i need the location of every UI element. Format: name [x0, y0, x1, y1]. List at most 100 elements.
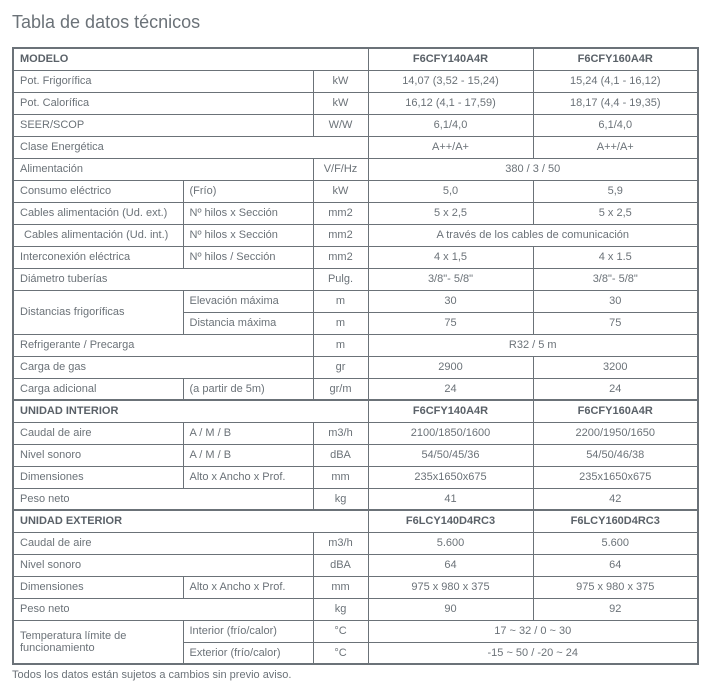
row-unit: mm2	[313, 246, 368, 268]
row-val1: 3/8"- 5/8"	[368, 268, 533, 290]
row-unit: W/W	[313, 114, 368, 136]
row-val2: 3200	[533, 356, 698, 378]
row-val2: A++/A+	[533, 136, 698, 158]
row-unit: gr	[313, 356, 368, 378]
row-label: Carga de gas	[13, 356, 313, 378]
row-valmerged: A través de los cables de comunicación	[368, 224, 698, 246]
row-val1: 5,0	[368, 180, 533, 202]
row-val2: 5.600	[533, 532, 698, 554]
row-sub: Nº hilos x Sección	[183, 224, 313, 246]
row-val1: 975 x 980 x 375	[368, 576, 533, 598]
row-sub: (a partir de 5m)	[183, 378, 313, 400]
row-val2: 3/8"- 5/8"	[533, 268, 698, 290]
row-valmerged: 380 / 3 / 50	[368, 158, 698, 180]
row-valmerged: -15 ~ 50 / -20 ~ 24	[368, 642, 698, 664]
row-unit: mm2	[313, 224, 368, 246]
row-unit: kW	[313, 92, 368, 114]
row-sub: Alto x Ancho x Prof.	[183, 466, 313, 488]
row-val1: 90	[368, 598, 533, 620]
row-val2: 75	[533, 312, 698, 334]
row-unit: mm	[313, 576, 368, 598]
row-sub: Elevación máxima	[183, 290, 313, 312]
row-label: SEER/SCOP	[13, 114, 313, 136]
row-val2: 42	[533, 488, 698, 510]
row-val2: 92	[533, 598, 698, 620]
row-sub: Distancia máxima	[183, 312, 313, 334]
row-val1: A++/A+	[368, 136, 533, 158]
row-label: Pot. Frigorífica	[13, 70, 313, 92]
row-label: Pot. Calorífica	[13, 92, 313, 114]
row-val1: 24	[368, 378, 533, 400]
row-unit: Pulg.	[313, 268, 368, 290]
row-val1: 16,12 (4,1 - 17,59)	[368, 92, 533, 114]
header-col1: F6CFY140A4R	[368, 48, 533, 70]
row-sub: A / M / B	[183, 422, 313, 444]
exterior-col2-link[interactable]: F6LCY160D4RC3	[533, 510, 698, 532]
row-label: Diámetro tuberías	[13, 268, 313, 290]
row-val1: 2100/1850/1600	[368, 422, 533, 444]
row-label: Nivel sonoro	[13, 554, 313, 576]
row-unit: dBA	[313, 554, 368, 576]
specs-table: MODELO F6CFY140A4R F6CFY160A4R Pot. Frig…	[12, 47, 699, 665]
row-label: Consumo eléctrico	[13, 180, 183, 202]
interior-col1: F6CFY140A4R	[368, 400, 533, 422]
footnote: Todos los datos están sujetos a cambios …	[12, 669, 699, 681]
row-label: Dimensiones	[13, 466, 183, 488]
row-label: Nivel sonoro	[13, 444, 183, 466]
row-val1: 5 x 2,5	[368, 202, 533, 224]
row-label: Caudal de aire	[13, 532, 313, 554]
row-unit: m	[313, 290, 368, 312]
row-sub: (Frío)	[183, 180, 313, 202]
row-unit: mm2	[313, 202, 368, 224]
row-unit: kg	[313, 488, 368, 510]
row-unit: kg	[313, 598, 368, 620]
row-sub: Alto x Ancho x Prof.	[183, 576, 313, 598]
page-title: Tabla de datos técnicos	[12, 12, 699, 33]
row-val1: 75	[368, 312, 533, 334]
section-exterior: UNIDAD EXTERIOR	[13, 510, 368, 532]
row-val1: 4 x 1,5	[368, 246, 533, 268]
row-unit: kW	[313, 70, 368, 92]
row-label: Carga adicional	[13, 378, 183, 400]
row-val1: 2900	[368, 356, 533, 378]
row-label: Distancias frigoríficas	[13, 290, 183, 334]
section-interior: UNIDAD INTERIOR	[13, 400, 368, 422]
header-col2: F6CFY160A4R	[533, 48, 698, 70]
row-label: Temperatura límite de funcionamiento	[13, 620, 183, 664]
row-val2: 18,17 (4,4 - 19,35)	[533, 92, 698, 114]
row-val2: 5,9	[533, 180, 698, 202]
row-val2: 5 x 2,5	[533, 202, 698, 224]
row-valmerged: R32 / 5 m	[368, 334, 698, 356]
row-unit: m3/h	[313, 422, 368, 444]
row-val2: 4 x 1.5	[533, 246, 698, 268]
row-unit: °C	[313, 642, 368, 664]
row-label: Cables alimentación (Ud. ext.)	[13, 202, 183, 224]
row-val2: 15,24 (4,1 - 16,12)	[533, 70, 698, 92]
row-label: Caudal de aire	[13, 422, 183, 444]
row-val1: 54/50/45/36	[368, 444, 533, 466]
row-valmerged: 17 ~ 32 / 0 ~ 30	[368, 620, 698, 642]
row-val1: 64	[368, 554, 533, 576]
row-label: Peso neto	[13, 488, 313, 510]
row-val1: 30	[368, 290, 533, 312]
row-unit: °C	[313, 620, 368, 642]
row-sub: Interior (frío/calor)	[183, 620, 313, 642]
exterior-col1-link[interactable]: F6LCY140D4RC3	[368, 510, 533, 532]
row-val1: 6,1/4,0	[368, 114, 533, 136]
row-unit: mm	[313, 466, 368, 488]
interior-col2: F6CFY160A4R	[533, 400, 698, 422]
row-val2: 54/50/46/38	[533, 444, 698, 466]
row-unit: kW	[313, 180, 368, 202]
row-val2: 24	[533, 378, 698, 400]
row-label: Interconexión eléctrica	[13, 246, 183, 268]
row-val1: 41	[368, 488, 533, 510]
row-val1: 235x1650x675	[368, 466, 533, 488]
row-val2: 30	[533, 290, 698, 312]
row-val2: 6,1/4,0	[533, 114, 698, 136]
row-val1: 5.600	[368, 532, 533, 554]
row-val2: 64	[533, 554, 698, 576]
row-unit: gr/m	[313, 378, 368, 400]
row-val2: 235x1650x675	[533, 466, 698, 488]
row-unit: m	[313, 312, 368, 334]
row-label: Peso neto	[13, 598, 313, 620]
